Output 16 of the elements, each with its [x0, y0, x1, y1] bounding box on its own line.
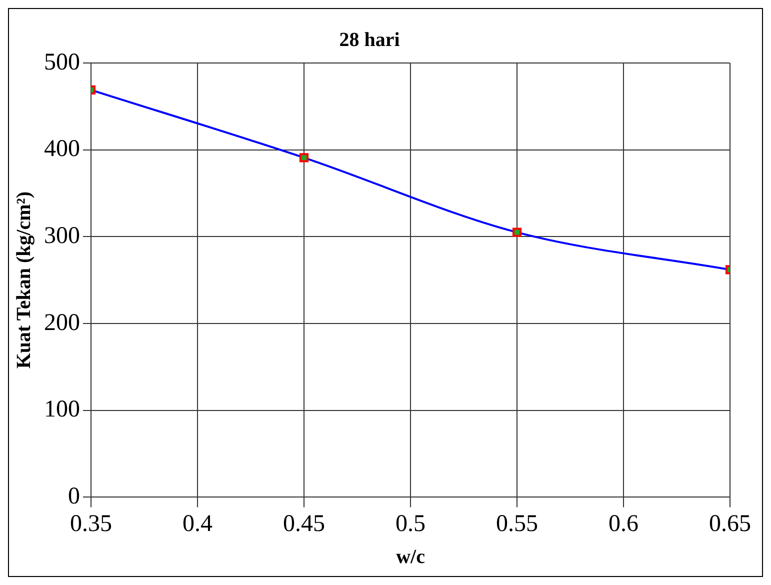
x-tick-label: 0.5	[396, 510, 426, 537]
y-tick-label: 500	[44, 49, 80, 76]
x-tick-label: 0.45	[283, 510, 325, 537]
chart-title: 28 hari	[339, 29, 400, 52]
x-tick-label: 0.55	[496, 510, 538, 537]
x-axis-title: w/c	[396, 546, 426, 568]
x-tick-label: 0.65	[709, 510, 751, 537]
x-tick-label: 0.4	[182, 510, 212, 537]
y-tick-label: 300	[44, 222, 80, 249]
y-tick-label: 200	[44, 310, 80, 336]
x-tick-label: 0.35	[70, 510, 112, 537]
y-tick-label: 100	[44, 396, 80, 423]
y-tick-label: 400	[44, 136, 80, 162]
y-tick-label: 0	[68, 483, 80, 510]
x-tick-label: 0.6	[608, 510, 638, 537]
y-axis-title: Kuat Tekan (kg/cm²)	[13, 192, 36, 369]
